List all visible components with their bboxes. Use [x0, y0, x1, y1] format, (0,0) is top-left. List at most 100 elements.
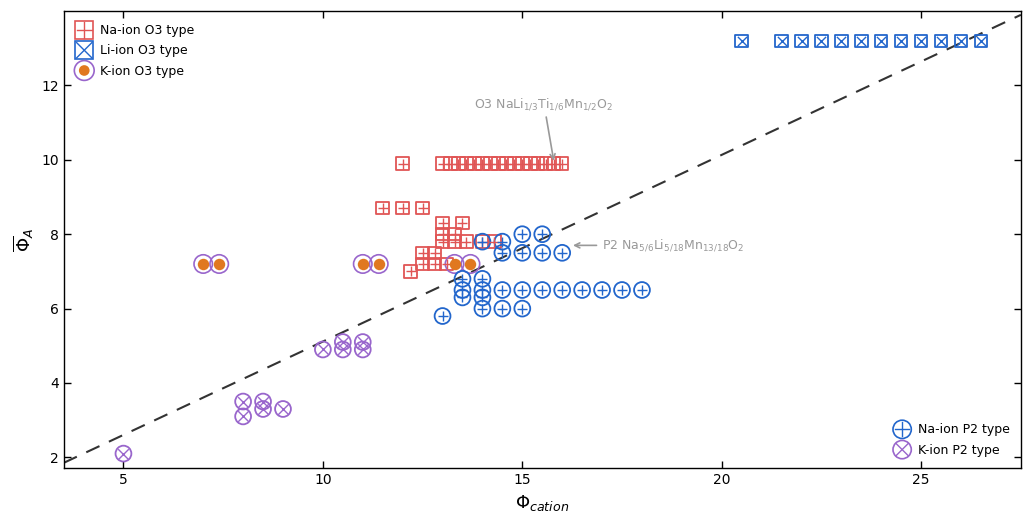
Point	[426, 248, 443, 257]
Point	[355, 338, 372, 346]
Point	[574, 286, 590, 294]
Point	[211, 260, 227, 268]
Point	[506, 159, 522, 168]
Point	[434, 237, 451, 246]
Point	[534, 230, 550, 238]
Point	[554, 286, 571, 294]
Point	[446, 237, 462, 246]
Point	[355, 345, 372, 354]
Point	[494, 237, 511, 246]
Point	[195, 260, 212, 268]
Point	[275, 405, 291, 413]
Point	[534, 230, 550, 238]
Point	[334, 345, 351, 354]
Text: O3 NaLi$_{1/3}$Ti$_{1/6}$Mn$_{1/2}$O$_2$: O3 NaLi$_{1/3}$Ti$_{1/6}$Mn$_{1/2}$O$_2$	[475, 96, 613, 159]
Point	[474, 275, 490, 283]
Point	[434, 230, 451, 238]
Point	[514, 230, 530, 238]
Point	[933, 37, 949, 45]
Point	[375, 204, 391, 212]
Point	[370, 260, 387, 268]
Point	[734, 37, 750, 45]
Point	[446, 230, 462, 238]
Point	[933, 37, 949, 45]
Point	[454, 275, 471, 283]
Point	[794, 37, 810, 45]
Point	[355, 338, 372, 346]
Point	[490, 159, 507, 168]
Point	[434, 312, 451, 320]
Point	[315, 345, 331, 354]
Point	[474, 237, 490, 246]
Point	[498, 159, 515, 168]
Point	[334, 345, 351, 354]
Point	[734, 37, 750, 45]
Point	[554, 248, 571, 257]
Point	[973, 37, 990, 45]
Point	[773, 37, 789, 45]
Point	[474, 237, 490, 246]
Point	[235, 397, 252, 406]
Point	[454, 293, 471, 302]
Point	[116, 450, 132, 458]
Point	[530, 159, 547, 168]
Point	[414, 204, 430, 212]
Point	[794, 37, 810, 45]
Point	[530, 159, 547, 168]
Point	[334, 338, 351, 346]
Point	[494, 237, 511, 246]
Point	[394, 159, 411, 168]
Point	[506, 159, 522, 168]
Point	[614, 286, 631, 294]
Point	[514, 159, 530, 168]
Point	[466, 159, 483, 168]
Point	[494, 304, 511, 313]
Point	[334, 338, 351, 346]
Point	[443, 159, 459, 168]
Point	[893, 37, 909, 45]
Point	[833, 37, 849, 45]
Y-axis label: $\overline{\Phi}_A$: $\overline{\Phi}_A$	[11, 228, 35, 252]
Point	[833, 37, 849, 45]
Point	[514, 230, 530, 238]
Point	[394, 204, 411, 212]
Point	[554, 159, 571, 168]
Point	[486, 237, 503, 246]
Point	[255, 397, 271, 406]
Point	[439, 260, 455, 268]
Point	[494, 286, 511, 294]
Point	[450, 159, 466, 168]
Point	[554, 286, 571, 294]
Point	[538, 159, 554, 168]
Point	[474, 304, 490, 313]
Point	[462, 260, 479, 268]
Point	[474, 237, 490, 246]
Point	[494, 248, 511, 257]
Point	[454, 293, 471, 302]
Point	[434, 219, 451, 227]
Point	[235, 412, 252, 421]
Point	[116, 450, 132, 458]
Point	[454, 219, 471, 227]
Point	[370, 260, 387, 268]
Point	[235, 412, 252, 421]
Point	[494, 286, 511, 294]
Point	[514, 248, 530, 257]
Point	[439, 260, 455, 268]
Point	[446, 260, 462, 268]
Point	[546, 159, 562, 168]
Point	[593, 286, 610, 294]
X-axis label: $\Phi_{cation}$: $\Phi_{cation}$	[515, 493, 570, 513]
Point	[446, 230, 462, 238]
Point	[873, 37, 890, 45]
Point	[873, 37, 890, 45]
Point	[434, 159, 451, 168]
Point	[426, 248, 443, 257]
Point	[534, 286, 550, 294]
Point	[574, 286, 590, 294]
Point	[355, 345, 372, 354]
Point	[482, 159, 498, 168]
Point	[482, 159, 498, 168]
Point	[414, 204, 430, 212]
Point	[211, 260, 227, 268]
